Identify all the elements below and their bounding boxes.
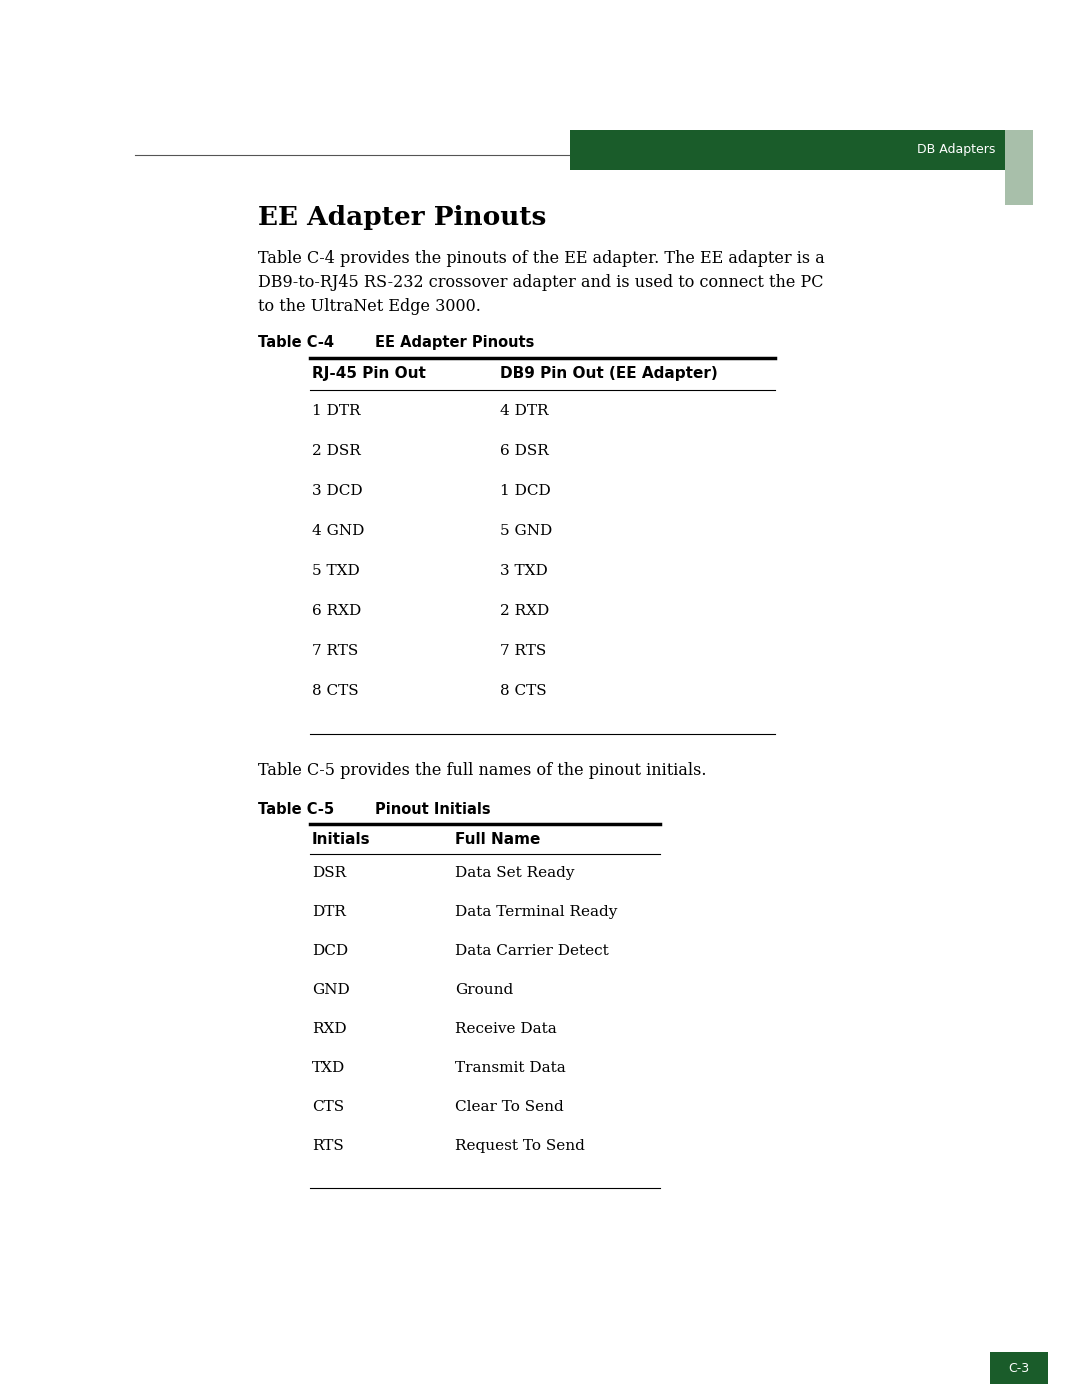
Text: EE Adapter Pinouts: EE Adapter Pinouts <box>375 335 535 351</box>
Text: Data Set Ready: Data Set Ready <box>455 866 575 880</box>
Text: GND: GND <box>312 983 350 997</box>
Text: DSR: DSR <box>312 866 346 880</box>
Text: 2 DSR: 2 DSR <box>312 444 361 458</box>
Text: Ground: Ground <box>455 983 513 997</box>
Text: DB Adapters: DB Adapters <box>917 144 995 156</box>
Text: 1 DTR: 1 DTR <box>312 404 361 418</box>
Text: Table C-5 provides the full names of the pinout initials.: Table C-5 provides the full names of the… <box>258 761 706 780</box>
Text: RJ-45 Pin Out: RJ-45 Pin Out <box>312 366 426 381</box>
Bar <box>1005 130 1032 205</box>
Text: Transmit Data: Transmit Data <box>455 1060 566 1076</box>
Text: 1 DCD: 1 DCD <box>500 483 551 497</box>
Text: DB9 Pin Out (EE Adapter): DB9 Pin Out (EE Adapter) <box>500 366 718 381</box>
Text: DTR: DTR <box>312 905 346 919</box>
Text: C-3: C-3 <box>1009 1362 1029 1375</box>
Text: Table C-4: Table C-4 <box>258 335 334 351</box>
Text: Table C-4 provides the pinouts of the EE adapter. The EE adapter is a
DB9-to-RJ4: Table C-4 provides the pinouts of the EE… <box>258 250 825 316</box>
Text: Receive Data: Receive Data <box>455 1023 557 1037</box>
Text: 3 DCD: 3 DCD <box>312 483 363 497</box>
Text: 5 GND: 5 GND <box>500 524 552 538</box>
Text: 8 CTS: 8 CTS <box>500 685 546 698</box>
Text: Table C-5: Table C-5 <box>258 802 334 817</box>
Text: 6 RXD: 6 RXD <box>312 604 361 617</box>
Text: 8 CTS: 8 CTS <box>312 685 359 698</box>
Text: 4 GND: 4 GND <box>312 524 364 538</box>
Text: RXD: RXD <box>312 1023 347 1037</box>
Text: DCD: DCD <box>312 944 348 958</box>
Bar <box>990 1352 1048 1384</box>
Text: Clear To Send: Clear To Send <box>455 1099 564 1113</box>
Text: RTS: RTS <box>312 1139 343 1153</box>
Text: Data Carrier Detect: Data Carrier Detect <box>455 944 609 958</box>
Text: Full Name: Full Name <box>455 833 540 847</box>
Text: Pinout Initials: Pinout Initials <box>375 802 490 817</box>
Text: EE Adapter Pinouts: EE Adapter Pinouts <box>258 205 546 231</box>
Text: 6 DSR: 6 DSR <box>500 444 549 458</box>
Text: 3 TXD: 3 TXD <box>500 564 548 578</box>
Bar <box>570 130 1005 170</box>
Text: 4 DTR: 4 DTR <box>500 404 549 418</box>
Text: CTS: CTS <box>312 1099 345 1113</box>
Text: Initials: Initials <box>312 833 370 847</box>
Text: 7 RTS: 7 RTS <box>312 644 359 658</box>
Text: 2 RXD: 2 RXD <box>500 604 550 617</box>
Text: Data Terminal Ready: Data Terminal Ready <box>455 905 618 919</box>
Text: TXD: TXD <box>312 1060 346 1076</box>
Text: 7 RTS: 7 RTS <box>500 644 546 658</box>
Text: Request To Send: Request To Send <box>455 1139 585 1153</box>
Text: 5 TXD: 5 TXD <box>312 564 360 578</box>
